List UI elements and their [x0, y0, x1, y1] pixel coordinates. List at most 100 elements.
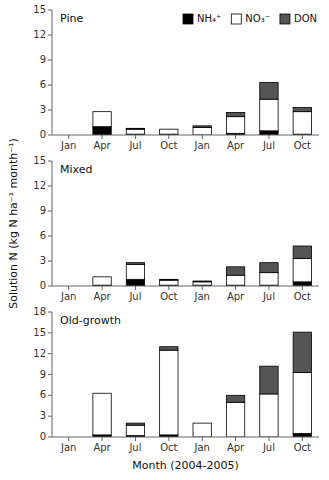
x-tick-label: Oct	[160, 140, 177, 151]
bar	[93, 393, 111, 394]
bar	[126, 263, 144, 265]
x-tick-label: Jul	[128, 442, 141, 453]
x-tick	[202, 135, 203, 139]
y-tick-label: 9	[40, 205, 46, 216]
x-tick	[268, 437, 269, 441]
bar	[160, 350, 178, 435]
x-tick	[68, 135, 69, 139]
series	[93, 127, 312, 135]
bar	[126, 264, 144, 279]
y-tick-label: 9	[40, 369, 46, 380]
bar	[160, 279, 178, 281]
x-tick-label: Apr	[93, 442, 111, 453]
y-tick-label: 0	[40, 129, 46, 140]
legend-label: DON	[294, 13, 317, 24]
x-tick-label: Oct	[294, 140, 311, 151]
bar	[93, 111, 111, 112]
x-tick	[102, 286, 103, 290]
bars	[93, 246, 312, 286]
x-axis-line	[52, 135, 319, 136]
panel-title: Old-growth	[60, 314, 121, 327]
y-tick	[48, 135, 52, 136]
x-tick	[235, 437, 236, 441]
x-tick	[202, 437, 203, 441]
x-tick	[135, 437, 136, 441]
x-tick	[202, 286, 203, 290]
bar	[226, 275, 244, 285]
x-tick-label: Oct	[294, 442, 311, 453]
y-tick	[48, 236, 52, 237]
y-tick-label: 12	[33, 180, 46, 191]
x-tick-label: Oct	[160, 442, 177, 453]
series	[93, 259, 312, 286]
y-tick	[48, 395, 52, 396]
y-tick	[48, 60, 52, 61]
y-tick-label: 18	[33, 306, 46, 317]
x-tick	[268, 286, 269, 290]
bar	[260, 394, 278, 437]
bar	[160, 347, 178, 350]
y-tick-label: 6	[40, 230, 46, 241]
bar	[160, 280, 178, 285]
x-tick-label: Oct	[294, 291, 311, 302]
y-tick	[48, 416, 52, 417]
y-axis-line	[52, 161, 53, 286]
y-tick	[48, 437, 52, 438]
y-axis: 03691215	[33, 155, 52, 291]
series	[126, 246, 311, 282]
y-tick-label: 12	[33, 348, 46, 359]
y-tick-label: 9	[40, 54, 46, 65]
x-tick	[302, 437, 303, 441]
x-tick	[168, 437, 169, 441]
x-axis-label: Month (2004-2005)	[132, 459, 239, 472]
y-axis: 0369121518	[33, 306, 52, 442]
bar	[126, 279, 144, 286]
bar	[260, 131, 278, 135]
bar	[293, 332, 311, 372]
y-tick-label: 0	[40, 280, 46, 291]
bar	[293, 282, 311, 286]
bar	[193, 423, 211, 424]
y-tick-label: 15	[33, 155, 46, 166]
x-tick	[168, 286, 169, 290]
legend-label: NH₄⁺	[197, 13, 221, 24]
bar	[126, 423, 144, 425]
legend-label: NO₃⁻	[245, 13, 270, 24]
legend-swatch	[183, 14, 193, 24]
y-axis: 03691215	[33, 4, 52, 140]
x-axis: JanAprJulOctJanAprJulOct	[52, 135, 319, 151]
x-tick-label: Jul	[128, 291, 141, 302]
bar	[260, 273, 278, 286]
x-axis: JanAprJulOctJanAprJulOct	[52, 286, 319, 302]
x-tick	[235, 135, 236, 139]
x-tick-label: Jul	[262, 442, 275, 453]
x-tick	[302, 286, 303, 290]
panel: 03691215JanAprJulOctJanAprJulOctMixedSol…	[7, 138, 319, 309]
panel: 03691215JanAprJulOctJanAprJulOctPineNH₄⁺…	[33, 4, 319, 151]
panel-title: Mixed	[60, 163, 92, 176]
x-tick-label: Jul	[262, 291, 275, 302]
legend-swatch	[280, 14, 290, 24]
x-tick	[102, 135, 103, 139]
x-tick-label: Oct	[160, 291, 177, 302]
y-tick	[48, 110, 52, 111]
panel: 0369121518JanAprJulOctJanAprJulOctOld-gr…	[33, 306, 319, 472]
y-tick-label: 3	[40, 410, 46, 421]
y-tick	[48, 186, 52, 187]
bar	[293, 112, 311, 134]
bar	[93, 393, 111, 435]
bars	[93, 332, 312, 437]
y-tick-label: 0	[40, 431, 46, 442]
bar	[93, 276, 111, 277]
panel-title: Pine	[60, 12, 83, 25]
y-tick	[48, 85, 52, 86]
y-tick	[48, 261, 52, 262]
x-tick	[68, 286, 69, 290]
x-tick-label: Apr	[227, 291, 245, 302]
x-tick-label: Jan	[60, 291, 76, 302]
y-tick	[48, 10, 52, 11]
bar	[226, 113, 244, 117]
x-tick	[302, 135, 303, 139]
y-tick	[48, 211, 52, 212]
y-tick-label: 3	[40, 104, 46, 115]
